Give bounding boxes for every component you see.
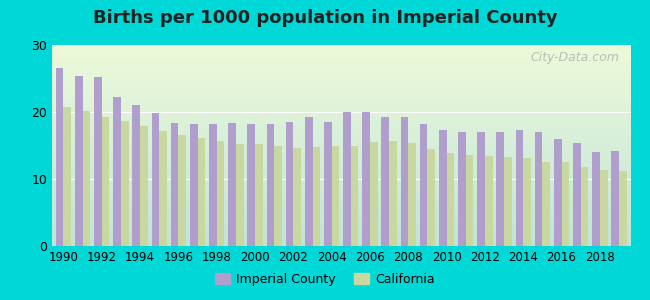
Bar: [343, 112, 351, 246]
Bar: [535, 132, 542, 246]
Bar: [75, 76, 83, 246]
Bar: [121, 121, 129, 246]
Bar: [420, 124, 428, 246]
Bar: [248, 124, 255, 246]
Legend: Imperial County, California: Imperial County, California: [210, 268, 440, 291]
Bar: [542, 162, 550, 246]
Bar: [389, 142, 396, 246]
Bar: [198, 138, 205, 246]
Bar: [266, 124, 274, 246]
Bar: [408, 143, 416, 246]
Bar: [428, 149, 435, 246]
Bar: [562, 162, 569, 246]
Bar: [362, 112, 370, 246]
Bar: [573, 143, 580, 246]
Bar: [64, 106, 71, 246]
Bar: [216, 142, 224, 246]
Bar: [592, 152, 600, 246]
Bar: [274, 146, 282, 246]
Bar: [370, 142, 378, 246]
Bar: [140, 126, 148, 246]
Bar: [313, 147, 320, 246]
Bar: [619, 171, 627, 246]
Bar: [324, 122, 332, 246]
Bar: [382, 117, 389, 246]
Bar: [523, 158, 531, 246]
Text: Births per 1000 population in Imperial County: Births per 1000 population in Imperial C…: [93, 9, 557, 27]
Bar: [56, 68, 64, 246]
Bar: [351, 146, 359, 246]
Bar: [179, 135, 186, 246]
Bar: [485, 155, 493, 246]
Bar: [600, 170, 608, 246]
Bar: [580, 167, 588, 246]
Bar: [83, 111, 90, 246]
Bar: [612, 151, 619, 246]
Bar: [133, 105, 140, 246]
Bar: [439, 130, 447, 246]
Bar: [228, 123, 236, 246]
Bar: [400, 117, 408, 246]
Bar: [159, 131, 167, 246]
Bar: [94, 77, 102, 246]
Bar: [332, 146, 339, 246]
Bar: [497, 132, 504, 246]
Bar: [554, 140, 562, 246]
Bar: [477, 132, 485, 246]
Text: City-Data.com: City-Data.com: [530, 51, 619, 64]
Bar: [286, 122, 293, 246]
Bar: [458, 132, 466, 246]
Bar: [102, 117, 109, 246]
Bar: [209, 124, 216, 246]
Bar: [151, 113, 159, 246]
Bar: [113, 97, 121, 246]
Bar: [466, 155, 473, 246]
Bar: [515, 130, 523, 246]
Bar: [255, 144, 263, 246]
Bar: [236, 144, 244, 246]
Bar: [504, 157, 512, 246]
Bar: [447, 153, 454, 246]
Bar: [305, 117, 313, 246]
Bar: [171, 123, 179, 246]
Bar: [293, 148, 301, 246]
Bar: [190, 124, 198, 246]
